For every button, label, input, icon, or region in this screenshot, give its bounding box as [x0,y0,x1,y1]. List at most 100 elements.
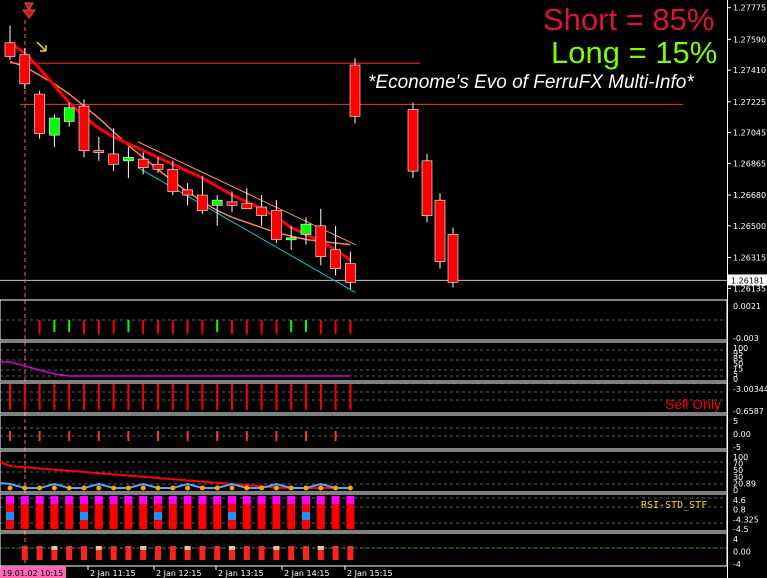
stf-block [228,520,236,529]
oscillator-bar [260,384,263,410]
time-tick-label: 19.01.02 10:15 [2,569,63,578]
rsi-dot [37,485,43,491]
panel-tick-label: 0 [733,375,738,384]
histogram-bar [38,320,41,334]
stf-block [331,520,340,529]
stf-block [346,496,355,504]
oscillator-bar [275,384,278,410]
candle-body [271,210,282,240]
long-percentage: Long = 15% [551,35,718,70]
bottom-bar-top [51,546,58,550]
short-percentage: Short = 85% [543,2,715,37]
panel-tick-label: -4.5 [733,525,749,534]
panel-tick-label: -3.00344 [733,385,767,394]
rsi-dot [244,485,250,491]
candle-body [434,199,446,263]
stf-block [198,512,207,520]
oscillator-bar [83,384,85,410]
time-label: 2 Jan 11:15 [87,566,136,578]
bottom-bar [81,546,87,560]
panel-tick-label: 4.6 [733,496,746,505]
stf-block [198,520,207,529]
stf-block [35,504,44,512]
stf-block [35,512,44,520]
indicator-panel [0,532,728,567]
rsi-dot [22,485,28,491]
histogram-bar [349,320,352,334]
stf-block [346,512,355,520]
candle [345,251,356,290]
rsi-dot [81,485,87,491]
candle-body [63,107,75,122]
projection-candle [421,153,433,223]
panel-tick-label: 4 [733,535,738,544]
momentum-bar [216,431,219,441]
oscillator-bar [186,384,189,410]
stf-block [168,512,177,520]
stf-block [257,496,266,504]
bottom-bar [36,546,43,560]
histogram-bar [157,320,159,334]
oscillator-bar [157,384,159,410]
projection-candle [407,102,419,178]
stf-block [50,496,59,504]
bottom-bar [21,546,28,560]
panel-tick-label: 15 [733,365,743,374]
stf-block [257,512,266,520]
stf-block [139,504,148,512]
candle-body [447,234,459,283]
panel-tick-label: 95 [733,349,743,358]
momentum-bar [38,431,41,441]
stf-block [213,504,222,512]
oscillator-bar [245,384,248,410]
stf-block [6,520,14,529]
rsi-dot [229,485,235,491]
panel-tick-label: 30 [733,473,743,482]
candle-body [108,153,119,165]
stf-block [20,504,29,512]
price-tick-label: 1.27225 [733,98,766,107]
rsi-std-stf-label: RSI-STD_STF [641,500,708,511]
histogram-bar [201,320,204,334]
stf-block [80,496,88,504]
stf-block [168,504,177,512]
candle-body [285,237,297,241]
stf-block [183,496,192,504]
stf-block [331,512,340,520]
bottom-bar [169,546,176,560]
stf-block [168,496,177,504]
rsi-dot [125,485,131,491]
stf-block [124,504,133,512]
stf-block [94,504,103,512]
oscillator-bar [127,384,130,410]
bottom-bar [140,546,147,560]
stf-block [331,504,340,512]
rsi-dot [318,485,324,491]
stf-block [316,520,325,529]
candle [137,152,149,175]
candle [78,99,90,158]
stf-block [109,496,118,504]
stf-block [154,496,162,504]
candle-body [211,199,223,206]
bottom-bar [110,546,117,560]
time-label: 2 Jan 14:15 [281,566,330,578]
candle [123,147,134,178]
stf-block [287,504,296,512]
histogram-bar [334,320,337,334]
candle [271,200,282,243]
stf-block [316,504,325,512]
candle-body [241,203,253,210]
stf-block [213,520,222,529]
stf-block [228,512,236,520]
histogram-bar [127,320,130,332]
rsi-dot [140,485,146,491]
stf-block [124,496,133,504]
histogram-bar [53,320,56,332]
candle [256,195,267,226]
panel-tick-label: 50 [733,360,743,369]
candle [182,183,193,206]
momentum-bar [334,431,337,441]
stf-block [65,520,74,529]
